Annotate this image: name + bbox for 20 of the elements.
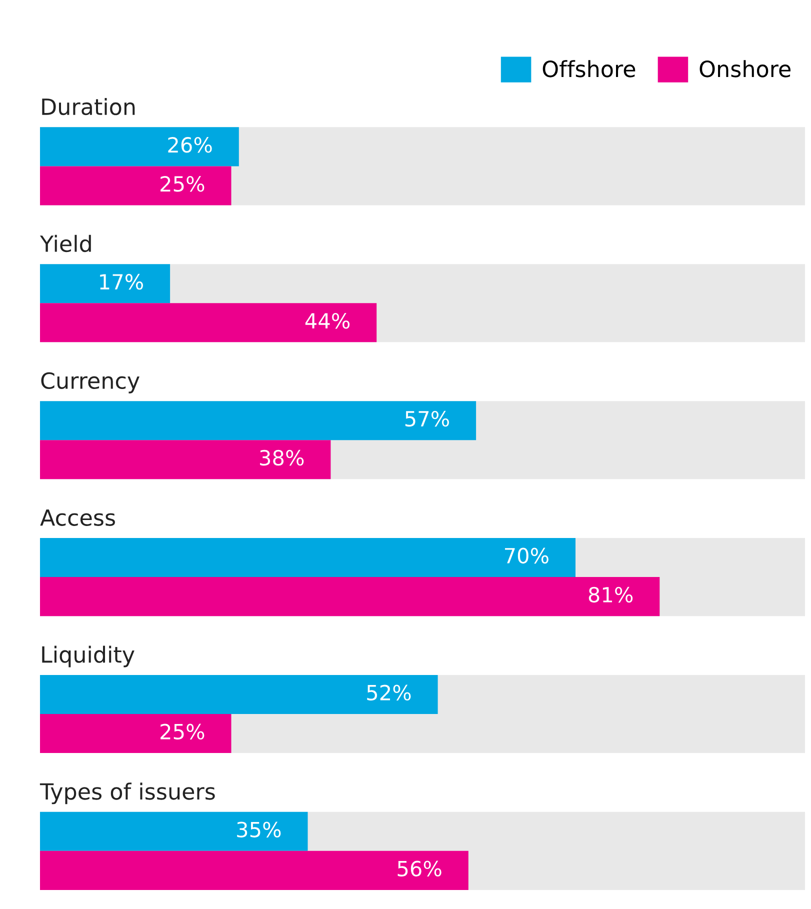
y-tick-label: Duration [42,98,135,116]
data-label: 25% [160,724,204,740]
y-tick-label: Access [40,509,115,526]
data-label: 57% [405,410,449,427]
data-label: 70% [504,548,548,564]
y-tick-label: Yield [40,234,91,252]
legend-label: Offshore [542,60,636,78]
y-tick-label: Liquidity [42,646,134,668]
legend-label: Onshore [700,60,790,78]
data-label: 56% [398,860,442,876]
data-label: 17% [100,274,143,290]
data-label: 25% [160,176,204,192]
data-label: 52% [367,684,411,701]
data-label: 35% [237,822,281,838]
data-label: 44% [305,312,350,329]
data-label: 81% [588,586,633,603]
y-tick-label: Currency [41,372,140,394]
y-tick-label: Types of issuers [40,782,215,804]
data-label: 26% [168,136,212,153]
data-label: 38% [260,450,304,466]
